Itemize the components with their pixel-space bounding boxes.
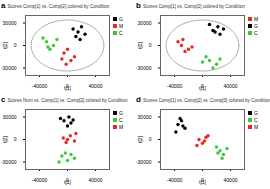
html-text:cScores Num vs. Comp[1] vs. Co: cScores Num vs. Comp[1] vs. Comp[2] colo… (1, 95, 128, 104)
svg-text:0: 0 (149, 42, 152, 48)
svg-text:-40000: -40000 (32, 83, 48, 89)
svg-text:-30000: -30000 (136, 65, 152, 71)
svg-text:t[2]: t[2] (137, 41, 143, 49)
svg-text:t[2]: t[2] (2, 135, 8, 143)
html-text:dScores Comp[1] vs. Comp[2] vs: dScores Comp[1] vs. Comp[2] vs. Comp[3] … (136, 95, 270, 104)
svg-text:40000: 40000 (89, 83, 103, 89)
html-text:bScores Comp[1] vs. Comp[2] co: bScores Comp[1] vs. Comp[2] colored by C… (136, 1, 245, 10)
html-text:C: C (254, 116, 258, 123)
svg-text:40000: 40000 (89, 177, 103, 183)
html-text:M: M (119, 123, 124, 130)
svg-text:40000: 40000 (224, 83, 238, 89)
svg-text:30000: 30000 (3, 20, 17, 26)
svg-text:-30000: -30000 (1, 65, 17, 71)
svg-text:-30000: -30000 (136, 159, 152, 165)
svg-text:-40000: -40000 (32, 177, 48, 183)
html-text:G: G (119, 109, 123, 116)
html-text:C: C (119, 29, 123, 36)
html-text:G: G (119, 15, 123, 22)
html-text:G: G (254, 109, 258, 116)
svg-text:0: 0 (14, 42, 17, 48)
html-text:M: M (119, 22, 124, 29)
html-text:C: C (119, 116, 123, 123)
svg-text:t[1]: t[1] (199, 85, 207, 91)
html-text:C: C (254, 29, 258, 36)
svg-text:t[2]: t[2] (2, 41, 8, 49)
svg-text:0: 0 (149, 136, 152, 142)
svg-text:30000: 30000 (138, 20, 152, 26)
svg-text:0: 0 (14, 136, 17, 142)
svg-text:t[1]: t[1] (64, 85, 72, 91)
html-text:M: M (254, 15, 259, 22)
svg-text:30000: 30000 (138, 114, 152, 120)
svg-text:30000: 30000 (3, 114, 17, 120)
svg-text:t[1]: t[1] (199, 179, 207, 185)
html-text:G: G (254, 22, 258, 29)
html-text:aScores Comp[1] vs. Comp[2] co: aScores Comp[1] vs. Comp[2] colored by C… (1, 1, 110, 10)
svg-text:t[2]: t[2] (137, 135, 143, 143)
svg-text:40000: 40000 (224, 177, 238, 183)
html-text:M: M (254, 123, 259, 130)
svg-text:-40000: -40000 (167, 83, 183, 89)
svg-text:-40000: -40000 (167, 177, 183, 183)
svg-text:-30000: -30000 (1, 159, 17, 165)
svg-text:t[1]: t[1] (64, 179, 72, 185)
